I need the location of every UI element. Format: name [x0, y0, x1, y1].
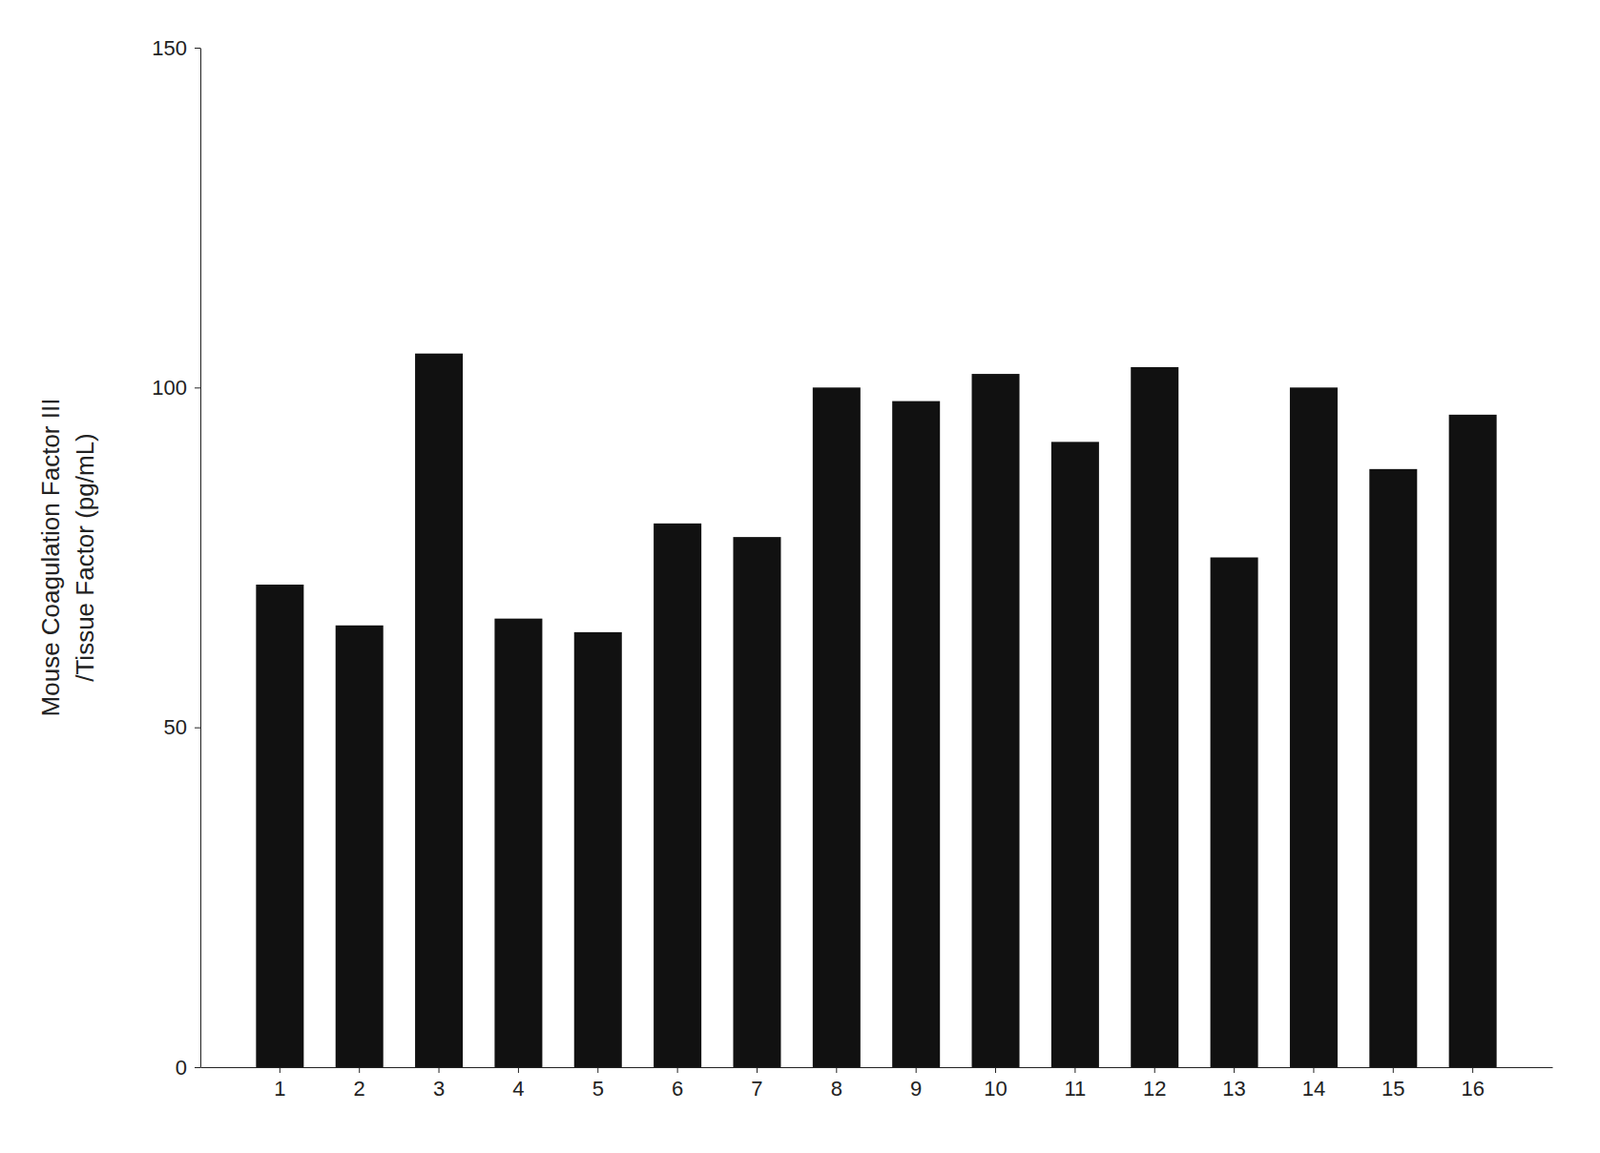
tick-label: 0 [175, 1056, 188, 1081]
tick-mark [194, 1067, 201, 1069]
bar [494, 619, 542, 1068]
tick: 10 [983, 1067, 1007, 1102]
bar [255, 584, 304, 1068]
tick-label: 11 [1063, 1077, 1086, 1102]
chart: 12345678910111213141516050100150Mouse Co… [0, 0, 1600, 1153]
y-axis: 0 50 100 150 [151, 36, 201, 1081]
tick-label: 2 [353, 1077, 366, 1102]
tick-label: 16 [1460, 1077, 1484, 1102]
tick-mark [1074, 1067, 1076, 1074]
tick-mark [194, 47, 201, 49]
bar [335, 625, 384, 1068]
tick-mark [1154, 1067, 1156, 1074]
tick-mark [756, 1067, 758, 1074]
tick-label: 15 [1381, 1077, 1405, 1102]
tick-mark [438, 1067, 440, 1074]
tick-mark [518, 1067, 520, 1074]
tick-mark [677, 1067, 679, 1074]
tick: 16 [1460, 1067, 1484, 1102]
tick-label: 9 [910, 1077, 922, 1102]
tick-mark [358, 1067, 360, 1074]
axis-line [201, 1067, 1554, 1069]
tick-mark [279, 1067, 281, 1074]
bar [732, 537, 781, 1068]
tick-mark [1233, 1067, 1235, 1074]
x-axis: 12345678910111213141516 [201, 1067, 1554, 1102]
tick-mark [194, 387, 201, 389]
tick: 4 [512, 1067, 524, 1102]
tick-label: 50 [164, 715, 188, 740]
tick-label: 5 [592, 1077, 604, 1102]
tick-label: 12 [1142, 1077, 1166, 1102]
tick-mark [835, 1067, 837, 1074]
tick-label: 10 [983, 1077, 1007, 1102]
bar [812, 387, 861, 1068]
bar [1449, 415, 1497, 1068]
tick-label: 4 [512, 1077, 524, 1102]
tick-label: 13 [1222, 1077, 1246, 1102]
tick: 7 [750, 1067, 763, 1102]
tick: 2 [353, 1067, 366, 1102]
tick-label: 100 [151, 375, 188, 400]
tick: 150 [151, 36, 201, 61]
bar [415, 353, 463, 1068]
tick: 8 [831, 1067, 843, 1102]
bar [574, 632, 623, 1068]
tick: 11 [1063, 1067, 1086, 1102]
bar [1289, 387, 1338, 1068]
plot: 12345678910111213141516050100150 [151, 36, 1553, 1102]
bar [1210, 558, 1259, 1069]
bar [892, 401, 940, 1068]
tick: 12 [1142, 1067, 1166, 1102]
tick: 6 [671, 1067, 684, 1102]
y-axis-title: Mouse Coagulation Factor III [36, 398, 65, 718]
bars [255, 353, 1497, 1068]
tick-label: 150 [151, 36, 188, 61]
bar [653, 523, 702, 1068]
tick-mark [1392, 1067, 1394, 1074]
tick: 0 [175, 1056, 201, 1081]
tick: 5 [592, 1067, 604, 1102]
tick: 50 [164, 715, 201, 740]
bar [972, 374, 1020, 1068]
tick-label: 7 [750, 1077, 763, 1102]
tick-label: 1 [273, 1077, 286, 1102]
tick: 14 [1302, 1067, 1326, 1102]
axis-line [200, 48, 202, 1069]
tick-label: 8 [831, 1077, 843, 1102]
tick-mark [915, 1067, 917, 1074]
tick-mark [995, 1067, 997, 1074]
tick: 1 [273, 1067, 286, 1102]
bar [1369, 469, 1417, 1068]
tick: 15 [1381, 1067, 1405, 1102]
tick-label: 3 [433, 1077, 445, 1102]
y-axis-title: /Tissue Factor (pg/mL) [70, 433, 100, 683]
tick-mark [194, 727, 201, 729]
bar [1051, 441, 1100, 1068]
tick-mark [597, 1067, 599, 1074]
tick-label: 14 [1302, 1077, 1326, 1102]
tick-mark [1312, 1067, 1314, 1074]
bar [1130, 367, 1179, 1068]
tick: 3 [433, 1067, 445, 1102]
tick: 100 [151, 375, 201, 400]
tick: 9 [910, 1067, 922, 1102]
tick: 13 [1222, 1067, 1246, 1102]
tick-mark [1472, 1067, 1474, 1074]
tick-label: 6 [671, 1077, 684, 1102]
